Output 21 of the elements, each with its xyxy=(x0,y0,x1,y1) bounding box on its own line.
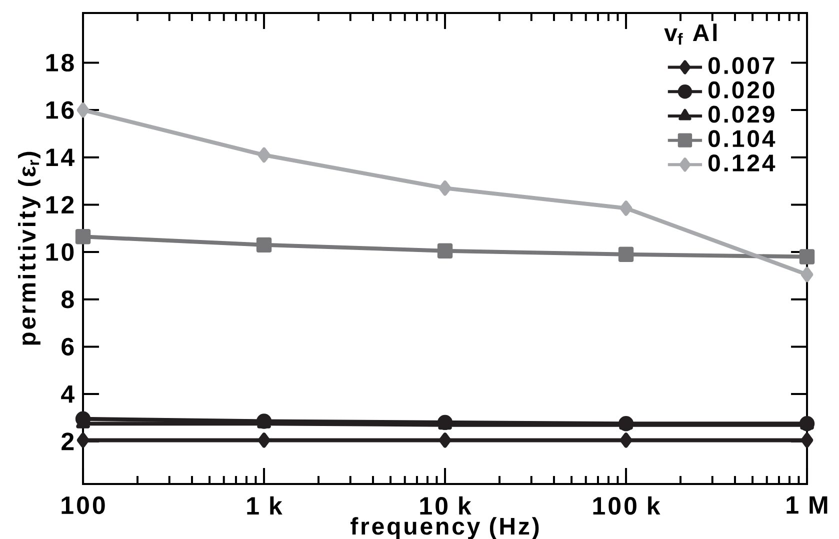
x-tick-label: 1 M xyxy=(786,496,828,514)
legend-label: 0.020 xyxy=(708,81,774,98)
x-tick-label: 100 k xyxy=(593,496,660,515)
y-tick-label: 12 xyxy=(46,196,74,214)
x-tick-label: 10 k xyxy=(420,496,472,515)
y-tick-label: 16 xyxy=(46,101,74,119)
y-tick-label: 10 xyxy=(46,243,74,261)
y-tick-label: 2 xyxy=(62,432,74,450)
y-tick-label: 14 xyxy=(46,148,74,166)
y-tick-label: 6 xyxy=(62,338,74,356)
x-tick-label: 1 k xyxy=(247,496,282,514)
legend-label: 0.029 xyxy=(708,106,774,123)
legend-title: v$_{f}$ Al xyxy=(664,24,717,45)
legend-label: 0.104 xyxy=(708,130,776,148)
y-tick-label: 4 xyxy=(61,385,74,403)
y-axis-title: permittivity (ε$_{r}$) xyxy=(18,152,40,345)
y-tick-label: 8 xyxy=(61,290,74,308)
legend-label: 0.124 xyxy=(708,154,776,172)
y-tick-label: 18 xyxy=(46,54,74,72)
legend-label: 0.007 xyxy=(708,57,774,74)
x-tick-label: 100 xyxy=(62,496,105,514)
